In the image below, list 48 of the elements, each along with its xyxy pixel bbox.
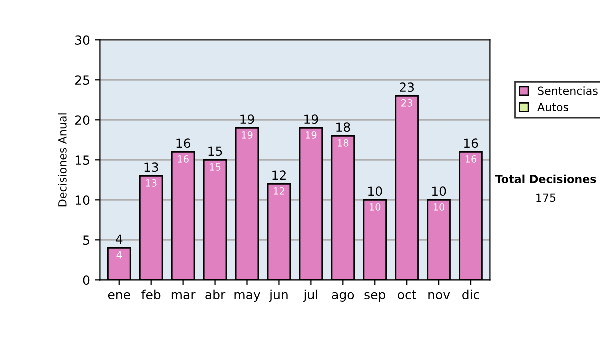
data-label: 19	[306, 132, 317, 139]
x-tick-label: may	[234, 292, 260, 302]
total-label: 18	[336, 122, 350, 132]
y-axis-title: Decisiones Anual	[58, 114, 67, 207]
x-tick-label: dic	[462, 290, 480, 300]
total-label: 12	[272, 170, 286, 180]
total-label: 13	[144, 162, 158, 172]
y-tick-label: 20	[75, 116, 90, 126]
total-label: 16	[176, 138, 190, 148]
total-label: 10	[432, 186, 446, 196]
y-tick-label: 25	[75, 76, 90, 86]
text: Total Decisiones	[495, 174, 596, 184]
data-label: 4	[116, 252, 122, 259]
data-label: 16	[466, 156, 477, 163]
total-label: 15	[208, 146, 222, 156]
total-label: 19	[240, 114, 254, 124]
y-tick-label: 5	[83, 236, 90, 246]
data-label: 19	[242, 132, 253, 139]
data-label: 18	[338, 140, 349, 147]
total-label: 4	[116, 234, 123, 244]
data-label: 16	[178, 156, 189, 163]
x-tick-label: nov	[428, 292, 450, 300]
x-tick-label: mar	[172, 292, 196, 300]
total-label: 16	[464, 138, 478, 148]
legend-label: Autos	[538, 103, 569, 112]
y-tick-label: 10	[76, 196, 90, 206]
x-tick-label: ene	[108, 292, 130, 300]
data-label: 15	[210, 164, 221, 171]
data-label: 10	[434, 204, 445, 211]
y-tick-label: 15	[76, 156, 90, 166]
y-tick-label: 30	[76, 36, 90, 46]
y-tick-label: 0	[83, 276, 90, 286]
legend-label: Sentencias	[538, 86, 598, 96]
total-label: 23	[400, 82, 414, 92]
total-label: 10	[368, 186, 382, 196]
text: 175	[536, 194, 556, 202]
x-tick-label: oct	[398, 290, 416, 300]
x-tick-label: jul	[304, 290, 318, 302]
x-tick-label: sep	[364, 292, 386, 302]
data-label: 13	[146, 180, 157, 187]
total-label: 19	[304, 114, 318, 124]
x-tick-label: jun	[269, 290, 288, 302]
x-tick-label: ago	[332, 292, 354, 302]
data-label: 23	[402, 100, 412, 107]
x-tick-label: feb	[142, 290, 161, 300]
data-label: 10	[370, 204, 381, 211]
x-tick-label: abr	[206, 290, 226, 300]
data-label: 12	[274, 188, 284, 195]
